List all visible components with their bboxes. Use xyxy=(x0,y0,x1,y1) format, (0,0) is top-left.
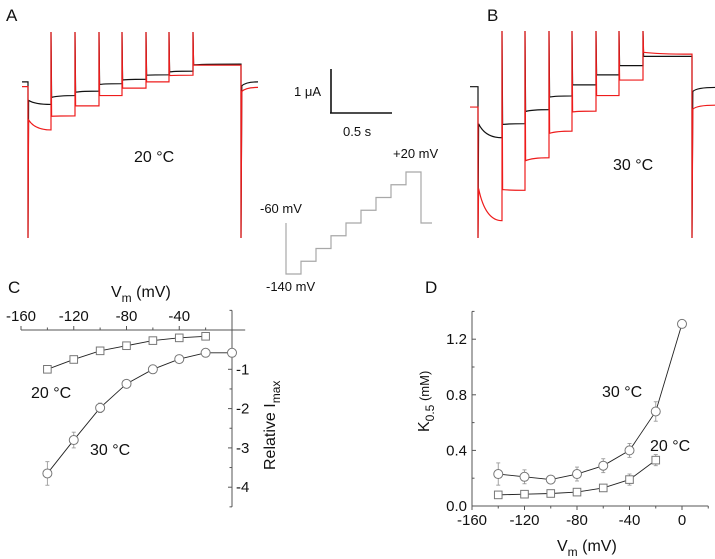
panel-d-point-30c xyxy=(624,445,635,456)
panel-d-point-20c xyxy=(520,489,529,499)
panel-d-point-30c xyxy=(519,471,530,482)
panel-c-x-axis-title: Vm (mV) xyxy=(111,284,171,305)
panel-d-y-tick-label: 0.8 xyxy=(446,387,467,404)
panel-d-annotation-20c: 20 °C xyxy=(650,438,690,455)
panel-d-point-20c xyxy=(625,475,634,484)
panel-c-y-axis-title: Relative Imax xyxy=(262,381,283,470)
panel-c-point-30c xyxy=(42,468,53,479)
panel-c-point-30c xyxy=(68,435,79,446)
panel-c-x-tick-label: -80 xyxy=(116,308,138,325)
panel-label-a: A xyxy=(6,6,18,25)
current-trace-red xyxy=(22,31,259,239)
panel-d-annotation-30c: 30 °C xyxy=(602,384,642,401)
panel-label-c: C xyxy=(8,278,20,297)
protocol-holding-label: -60 mV xyxy=(260,201,302,216)
current-trace-black xyxy=(470,30,715,239)
panel-c-point-20c xyxy=(174,333,184,343)
panel-d-x-tick-label: -80 xyxy=(566,512,588,529)
panel-c-point-30c xyxy=(147,364,158,375)
panel-c-y-tick-label: -2 xyxy=(236,401,249,418)
panel-d-point-20c xyxy=(546,489,556,498)
panel-d-x-axis-title: Vm (mV) xyxy=(557,538,617,559)
panel-c-series-line-30c xyxy=(47,352,232,474)
panel-d-point-20c xyxy=(598,483,608,493)
scale-bar-time-label: 0.5 s xyxy=(343,124,372,139)
panel-d-y-tick-label: 1.2 xyxy=(446,331,467,348)
panel-c-y-tick-label: -1 xyxy=(236,361,249,378)
panel-d-point-20c xyxy=(493,490,503,500)
panel-d-x-tick-label: -120 xyxy=(509,512,539,529)
panel-c-point-30c xyxy=(174,354,185,365)
panel-d-point-30c xyxy=(598,460,609,471)
panel-d-point-30c xyxy=(650,406,661,417)
panel-c-point-20c xyxy=(122,341,131,351)
scale-bar: 1 μA 0.5 s xyxy=(294,69,392,139)
panel-c-x-tick-label: -120 xyxy=(59,308,89,325)
panel-c-point-20c xyxy=(148,336,158,345)
protocol-min-label: -140 mV xyxy=(266,279,315,294)
panel-c-annotation-30c: 30 °C xyxy=(90,442,130,459)
panel-c-chart: -160 -120 -80 -40 -1 -2 -3 -4 Vm (mV) Relative … xyxy=(6,284,283,508)
voltage-protocol-trace xyxy=(285,171,432,275)
panel-a-temperature-label: 20 °C xyxy=(134,149,174,166)
panel-label-d: D xyxy=(425,278,437,297)
panel-d-point-30c xyxy=(545,474,556,485)
panel-d-point-30c xyxy=(493,469,504,480)
panel-c-point-20c xyxy=(95,346,105,356)
panel-d-point-30c xyxy=(572,469,582,480)
panel-d-y-tick-label: 0.0 xyxy=(446,498,467,515)
panel-d-point-30c xyxy=(677,318,687,329)
panel-c-point-20c xyxy=(201,331,210,341)
panel-d-point-20c xyxy=(651,455,661,465)
panel-c-point-20c xyxy=(43,365,52,374)
panel-c-annotation-20c: 20 °C xyxy=(31,385,71,402)
panel-c-x-tick-label: -160 xyxy=(6,308,36,325)
panel-c-point-30c xyxy=(121,378,132,389)
voltage-protocol: -60 mV -140 mV +20 mV xyxy=(260,146,438,294)
panel-c-point-20c xyxy=(69,355,79,364)
panel-d-x-tick-label: 0 xyxy=(678,512,686,529)
panel-a-traces xyxy=(22,31,259,239)
current-trace-black xyxy=(22,31,259,239)
panel-c-point-30c xyxy=(95,402,106,413)
panel-c-y-tick-label: -3 xyxy=(236,440,249,457)
panel-label-b: B xyxy=(487,6,498,25)
panel-c-point-30c xyxy=(227,347,237,358)
panel-d-x-tick-label: -40 xyxy=(619,512,641,529)
current-trace-red xyxy=(470,30,715,239)
panel-d-chart: -160 -120 -80 -40 0 0.0 0.4 0.8 1.2 Vm (mV) K0.5… xyxy=(416,310,709,559)
panel-d-y-tick-label: 0.4 xyxy=(446,442,467,459)
panel-d-point-20c xyxy=(572,487,582,497)
panel-d-x-tick-label: -160 xyxy=(457,512,487,529)
panel-c-point-30c xyxy=(200,347,211,358)
panel-c-y-tick-label: -4 xyxy=(236,479,249,496)
protocol-max-label: +20 mV xyxy=(393,146,438,161)
panel-b-traces xyxy=(470,30,715,239)
panel-d-y-axis-title: K0.5 (mM) xyxy=(416,371,437,432)
panel-c-x-tick-label: -40 xyxy=(168,308,190,325)
scale-bar-current-label: 1 μA xyxy=(294,84,321,99)
panel-b-temperature-label: 30 °C xyxy=(613,157,653,174)
